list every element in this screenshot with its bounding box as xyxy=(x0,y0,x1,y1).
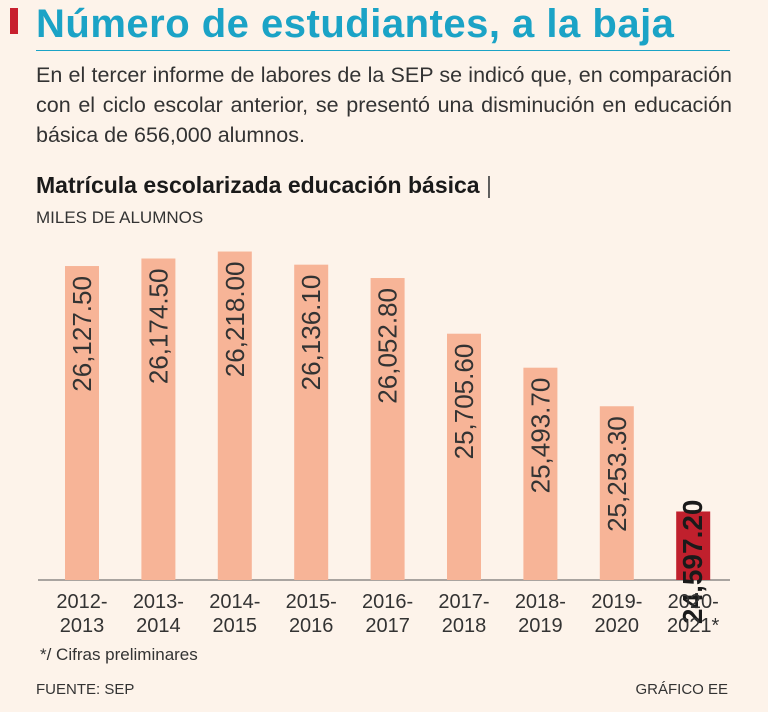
headline-rule xyxy=(36,50,730,51)
x-tick-label-7-0: 2019- xyxy=(591,591,642,613)
bar-value-label-2: 26,218.00 xyxy=(220,262,250,378)
x-tick-label-5-1: 2018 xyxy=(442,615,487,637)
bar-value-label-5: 25,705.60 xyxy=(449,344,479,460)
bar-1 xyxy=(141,258,176,580)
x-tick-label-0-1: 2013 xyxy=(60,615,105,637)
bar-value-label-1: 26,174.50 xyxy=(143,269,173,385)
bar-2 xyxy=(217,251,252,580)
bar-8 xyxy=(676,511,711,580)
chart-title-separator: | xyxy=(485,172,492,198)
bar-value-label-7: 25,253.30 xyxy=(602,416,632,532)
bar-0 xyxy=(65,266,99,580)
x-tick-label-8-0: 2020- xyxy=(668,591,719,613)
x-tick-label-2-0: 2014- xyxy=(209,591,260,613)
x-tick-label-6-1: 2019 xyxy=(518,615,563,637)
x-tick-label-2-1: 2015 xyxy=(213,615,258,637)
x-tick-label-0-0: 2012- xyxy=(56,591,107,613)
bar-value-label-4: 26,052.80 xyxy=(373,288,403,404)
bar-value-label-6: 25,493.70 xyxy=(525,378,555,494)
bar-4 xyxy=(370,278,405,580)
chart-title-text: Matrícula escolarizada educación básica xyxy=(36,172,480,198)
graphic-credit: GRÁFICO EE xyxy=(635,681,728,698)
x-tick-label-4-0: 2016- xyxy=(362,591,413,613)
footnote: */ Cifras preliminares xyxy=(40,645,198,664)
y-axis-label: MILES DE ALUMNOS xyxy=(36,208,204,227)
x-tick-label-4-1: 2017 xyxy=(365,615,410,637)
bar-value-label-0: 26,127.50 xyxy=(67,276,97,392)
bar-3 xyxy=(294,264,329,580)
intro-paragraph: En el tercer informe de labores de la SE… xyxy=(36,63,732,147)
chart-title: Matrícula escolarizada educación básica … xyxy=(36,172,492,199)
bar-value-label-8: 24,597.20 xyxy=(677,499,708,624)
x-tick-label-5-0: 2017- xyxy=(438,591,489,613)
bar-value-label-3: 26,136.10 xyxy=(296,275,326,391)
bar-7 xyxy=(599,406,634,580)
x-tick-label-1-1: 2014 xyxy=(136,615,181,637)
accent-bar xyxy=(10,8,18,34)
x-tick-label-8-1: 2021* xyxy=(667,615,719,637)
x-tick-label-6-0: 2018- xyxy=(515,591,566,613)
x-tick-label-1-0: 2013- xyxy=(133,591,184,613)
bar-6 xyxy=(523,367,558,580)
x-tick-label-3-0: 2015- xyxy=(286,591,337,613)
x-tick-label-7-1: 2020 xyxy=(595,615,640,637)
source-note: FUENTE: SEP xyxy=(36,681,135,698)
headline: Número de estudiantes, a la baja xyxy=(36,2,675,46)
x-tick-label-3-1: 2016 xyxy=(289,615,334,637)
bar-5 xyxy=(447,333,481,580)
